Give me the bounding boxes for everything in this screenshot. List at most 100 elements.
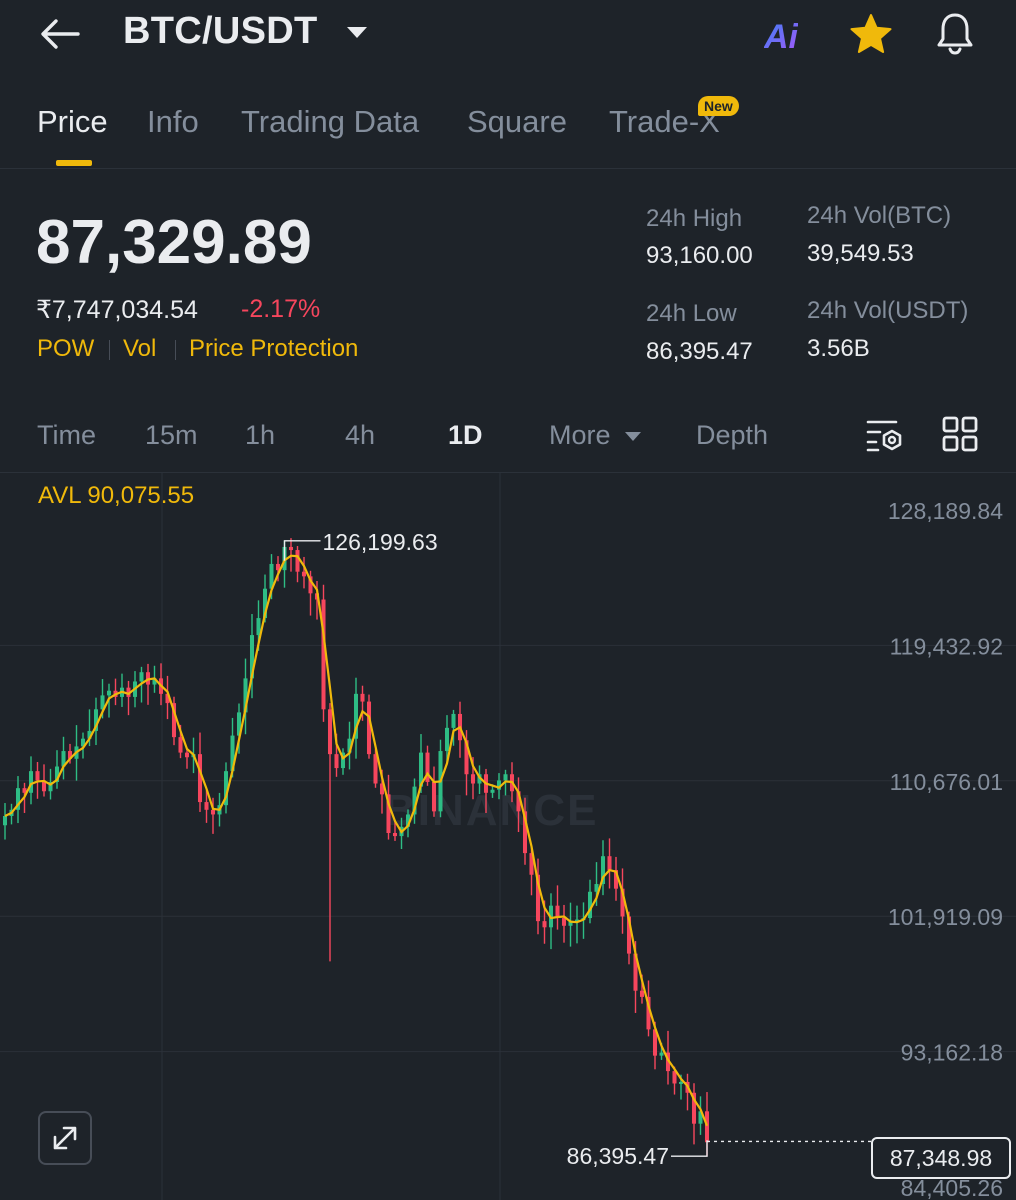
candle bbox=[392, 833, 398, 837]
candle bbox=[386, 794, 391, 833]
candle bbox=[165, 693, 170, 704]
change-percentage: -2.17% bbox=[241, 295, 321, 323]
high-marker-line bbox=[283, 540, 321, 561]
y-axis-tick: 84,405.26 bbox=[901, 1175, 1003, 1200]
y-axis-tick: 128,189.84 bbox=[888, 498, 1003, 524]
y-axis-tick: 119,432.92 bbox=[890, 633, 1003, 659]
tab-trading-data[interactable]: Trading Data bbox=[241, 104, 420, 139]
candle bbox=[48, 781, 53, 792]
candle bbox=[210, 809, 216, 815]
candle bbox=[431, 781, 437, 812]
candle bbox=[555, 905, 560, 919]
candle bbox=[633, 953, 638, 991]
candle bbox=[61, 751, 66, 767]
candle bbox=[269, 563, 274, 589]
candle bbox=[665, 1052, 671, 1072]
candle bbox=[249, 635, 255, 679]
candle bbox=[41, 780, 47, 792]
candle bbox=[561, 918, 567, 926]
vol-quote-label: 24h Vol(USDT) bbox=[807, 297, 969, 324]
candle bbox=[353, 693, 359, 739]
candle bbox=[477, 774, 482, 784]
vol-quote-value: 3.56B bbox=[807, 335, 870, 362]
candle bbox=[308, 576, 313, 594]
interval-4h[interactable]: 4h bbox=[345, 420, 376, 450]
candle bbox=[613, 870, 619, 889]
candle bbox=[522, 811, 528, 854]
y-axis-tick: 110,676.01 bbox=[890, 769, 1003, 795]
divider bbox=[0, 168, 1016, 169]
candle bbox=[15, 788, 21, 810]
candle bbox=[607, 856, 612, 871]
pair-title[interactable]: BTC/USDT bbox=[123, 10, 318, 52]
interval-15m[interactable]: 15m bbox=[145, 420, 198, 450]
caret-down-icon[interactable] bbox=[347, 27, 367, 38]
candle bbox=[366, 701, 372, 755]
tag-separator bbox=[109, 340, 110, 360]
interval-more[interactable]: More bbox=[549, 420, 611, 450]
expand-chart-button[interactable] bbox=[38, 1111, 92, 1165]
candlestick-chart[interactable]: 128,189.84 119,432.92 110,676.01 101,919.09… bbox=[0, 473, 1016, 1200]
candle bbox=[223, 771, 229, 806]
caret-down-icon[interactable] bbox=[625, 432, 641, 441]
candle bbox=[503, 774, 508, 781]
candle bbox=[334, 754, 339, 769]
tag-price-protection[interactable]: Price Protection bbox=[189, 335, 359, 362]
candle bbox=[516, 791, 521, 812]
candle bbox=[87, 730, 92, 739]
candle bbox=[587, 891, 593, 919]
y-axis-tick: 101,919.09 bbox=[888, 904, 1003, 930]
candle bbox=[67, 751, 73, 759]
candle bbox=[28, 771, 34, 793]
candle bbox=[230, 735, 235, 772]
ai-icon[interactable]: Ai bbox=[764, 18, 798, 57]
candle bbox=[295, 550, 300, 572]
grid-layout-icon[interactable] bbox=[942, 416, 978, 452]
candle bbox=[646, 996, 651, 1030]
candle bbox=[171, 703, 177, 738]
candle bbox=[594, 884, 599, 892]
candle bbox=[301, 571, 307, 577]
candle bbox=[360, 693, 365, 702]
tag-pow[interactable]: POW bbox=[37, 335, 95, 362]
low-24h-value: 86,395.47 bbox=[646, 338, 753, 365]
candle bbox=[444, 727, 450, 752]
interval-time[interactable]: Time bbox=[37, 420, 96, 450]
tag-vol[interactable]: Vol bbox=[123, 335, 157, 362]
tab-square[interactable]: Square bbox=[467, 104, 567, 139]
vol-base-label: 24h Vol(BTC) bbox=[807, 202, 952, 229]
candle bbox=[691, 1092, 697, 1124]
star-icon[interactable] bbox=[848, 12, 894, 56]
interval-1d[interactable]: 1D bbox=[448, 420, 483, 450]
candle bbox=[418, 752, 424, 787]
active-tab-indicator bbox=[56, 160, 92, 166]
candle bbox=[698, 1111, 703, 1124]
ai-label: Ai bbox=[764, 18, 798, 56]
interval-1h[interactable]: 1h bbox=[245, 420, 276, 450]
depth-tab[interactable]: Depth bbox=[696, 420, 769, 450]
candle bbox=[425, 752, 430, 782]
indicator-settings-icon[interactable] bbox=[866, 416, 904, 454]
tab-price[interactable]: Price bbox=[37, 104, 108, 139]
candle bbox=[275, 563, 281, 571]
candle bbox=[204, 802, 209, 810]
candle bbox=[243, 678, 248, 713]
candle bbox=[152, 678, 157, 685]
high-marker-label: 126,199.63 bbox=[323, 529, 438, 555]
candle bbox=[464, 740, 469, 775]
candle bbox=[451, 713, 456, 728]
candle bbox=[236, 712, 242, 736]
candle bbox=[704, 1111, 710, 1143]
bell-icon[interactable] bbox=[932, 10, 978, 56]
candle bbox=[106, 690, 112, 696]
candle bbox=[80, 738, 86, 747]
tab-info[interactable]: Info bbox=[147, 104, 199, 139]
candle bbox=[126, 687, 131, 697]
back-arrow-icon[interactable] bbox=[38, 14, 82, 54]
candle bbox=[54, 766, 60, 782]
candle bbox=[626, 916, 632, 954]
candle bbox=[22, 788, 27, 793]
candle bbox=[659, 1052, 664, 1056]
candle bbox=[347, 738, 352, 753]
last-price: 87,329.89 bbox=[36, 208, 312, 277]
